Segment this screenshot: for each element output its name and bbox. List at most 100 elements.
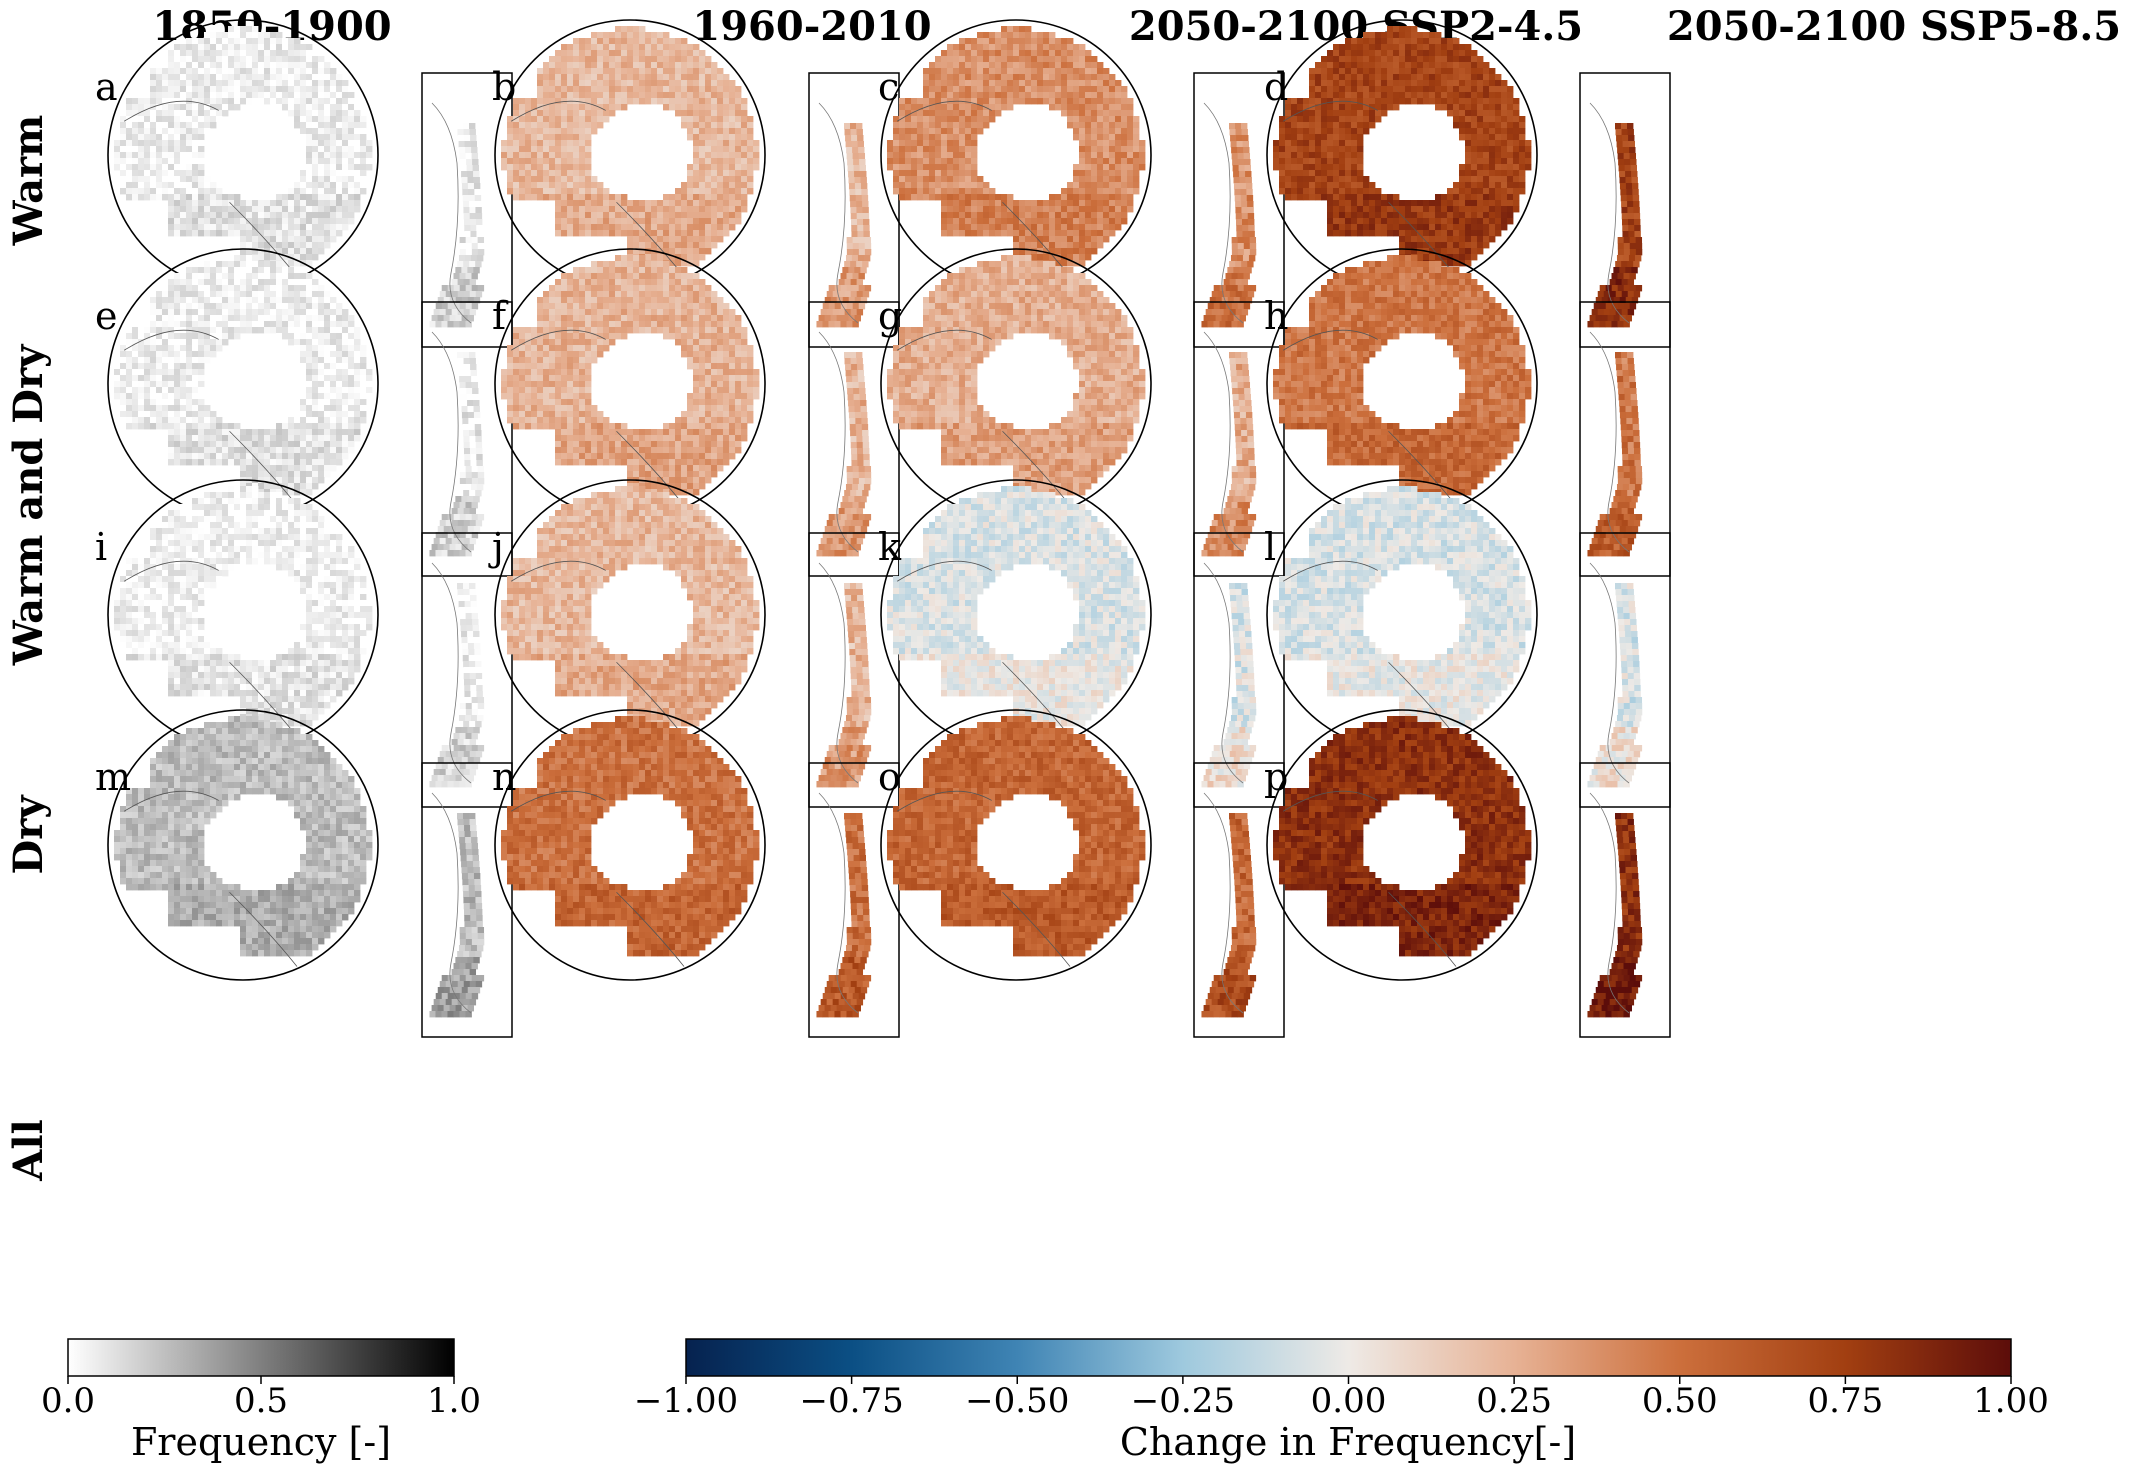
inset-frame [808,301,900,577]
colorbar-tick-label: 1.0 [427,1381,481,1421]
inset-frame [421,301,513,577]
panel-letter: f [492,294,509,338]
south-america-inset [808,762,900,1038]
colorbar-change-bar [685,1338,2012,1377]
map-field [114,486,373,727]
inset-frame [1579,762,1671,1038]
row-label: Warm and Dry [5,343,52,666]
map-field [1273,716,1532,957]
column-title: 1960-2010 [692,3,931,50]
inset-frame [808,532,900,808]
map-panel: a [95,19,513,348]
map-panel: j [488,479,900,808]
south-america-inset [1579,72,1671,348]
map-field [114,255,373,496]
polar-map-boundary [880,709,1152,981]
colorbar-tick-label: 0.5 [234,1381,288,1421]
row-label: Dry [5,794,52,875]
south-america-inset [421,301,513,577]
panel-letter: d [1264,65,1288,109]
colorbar-tick-label: 1.00 [1973,1381,2049,1421]
map-field [114,716,373,957]
panel-letter: g [878,294,902,338]
map-field [887,486,1146,727]
inset-frame [1193,301,1285,577]
inset-frame [808,762,900,1038]
panel-letter: a [95,65,118,109]
map-field [887,716,1146,957]
map-panel: p [1264,709,1671,1038]
inset-frame [808,72,900,348]
colorbar-tick-label: 0.75 [1808,1381,1884,1421]
south-america-inset [808,72,900,348]
map-field [501,26,760,267]
map-panel: e [95,248,513,577]
map-panel: o [878,709,1285,1038]
column-title: 2050-2100 SSP5-8.5 [1667,3,2121,50]
inset-frame [1193,762,1285,1038]
map-field [501,486,760,727]
map-panel: m [95,709,513,1038]
south-america-inset [421,762,513,1038]
colorbar-frequency-bar [67,1338,455,1377]
map-field [887,255,1146,496]
south-america-inset [808,532,900,808]
south-america-inset [1579,762,1671,1038]
colorbar-frequency-label: Frequency [-] [131,1420,391,1464]
map-field [114,26,373,267]
inset-frame [1193,532,1285,808]
panel-letter: c [878,65,899,109]
south-america-inset [421,532,513,808]
colorbar-frequency: 0.0 0.5 1.0 Frequency [-] [41,1338,481,1464]
map-panel: l [1264,479,1671,808]
panel-letter: e [95,294,118,338]
panel-letter: j [488,525,504,569]
row-label: Warm [5,115,52,247]
colorbar-change: −1.00 −0.75 −0.50 −0.25 0.00 0.25 0.50 0.75 1.00… [634,1338,2049,1464]
colorbar-change-label: Change in Frequency[-] [1120,1420,1576,1464]
panel-letter: m [95,755,131,799]
colorbar-frequency-ticks: 0.0 0.5 1.0 [41,1376,481,1421]
polar-map-boundary [107,709,379,981]
map-panel: b [492,19,900,348]
row-labels: Warm Warm and Dry Dry All [5,115,52,1182]
colorbar-tick-label: 0.0 [41,1381,95,1421]
inset-frame [1579,532,1671,808]
map-panel: h [1264,248,1671,577]
panel-letter: n [492,755,516,799]
map-field [501,716,760,957]
south-america-inset [808,301,900,577]
colorbar-change-ticks: −1.00 −0.75 −0.50 −0.25 0.00 0.25 0.50 0.75 1.00 [634,1376,2049,1421]
inset-frame [1579,72,1671,348]
colorbar-tick-label: −0.75 [800,1381,904,1421]
colorbar-tick-label: 0.50 [1642,1381,1718,1421]
colorbar-tick-label: −0.50 [965,1381,1069,1421]
panel-letter: b [492,65,516,109]
map-field [1273,255,1532,496]
column-titles: 1850-1900 1960-2010 2050-2100 SSP2-4.5 2… [152,3,2121,50]
map-field [1273,486,1532,727]
south-america-inset [1193,301,1285,577]
map-panel: c [878,19,1285,348]
colorbar-tick-label: 0.25 [1476,1381,1552,1421]
inset-frame [421,532,513,808]
south-america-inset [1193,532,1285,808]
polar-map-boundary [1266,709,1538,981]
south-america-inset [421,72,513,348]
inset-frame [1579,301,1671,577]
map-panel: g [878,248,1285,577]
panel-letter: p [1264,755,1288,799]
map-panel: i [95,479,513,808]
colorbar-tick-label: −0.25 [1131,1381,1235,1421]
inset-frame [421,762,513,1038]
inset-frame [1193,72,1285,348]
south-america-inset [1579,301,1671,577]
map-field [501,255,760,496]
colorbar-tick-label: 0.00 [1311,1381,1387,1421]
panel-letter: l [1264,525,1276,569]
panel-letter: h [1264,294,1288,338]
south-america-inset [1193,762,1285,1038]
panel-letter: k [878,525,902,569]
inset-frame [421,72,513,348]
